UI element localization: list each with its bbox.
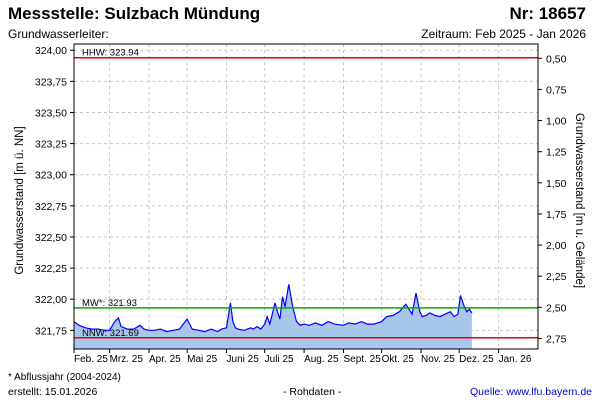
y-tick-label-left: 322,50 — [35, 232, 67, 244]
y-tick-label-right: 1,50 — [546, 178, 567, 190]
x-tick-label: Aug. 25 — [304, 354, 339, 365]
y-tick-label-right: 1,75 — [546, 209, 567, 221]
y-axis-title-left: Grundwasserstand [m ü. NN] — [14, 126, 26, 274]
station-number: Nr: 18657 — [509, 4, 586, 23]
x-tick-label: Okt. 25 — [382, 354, 415, 365]
x-tick-label: Nov. 25 — [421, 354, 455, 365]
x-tick-label: Dez. 25 — [459, 354, 494, 365]
footnote: * Abflussjahr (2004-2024) — [8, 372, 121, 383]
y-tick-label-right: 0,75 — [546, 84, 567, 96]
y-tick-label-right: 2,25 — [546, 271, 567, 283]
x-tick-label: Mrz. 25 — [110, 354, 144, 365]
y-tick-label-left: 324,00 — [35, 45, 67, 57]
x-tick-label: Juni 25 — [227, 354, 260, 365]
y-tick-label-right: 0,50 — [546, 53, 567, 65]
raw-data-note: - Rohdaten - — [283, 386, 342, 398]
y-tick-label-left: 323,75 — [35, 76, 67, 88]
x-tick-label: Apr. 25 — [149, 354, 181, 365]
period-label: Zeitraum: Feb 2025 - Jan 2026 — [421, 27, 586, 41]
x-tick-label: Feb. 25 — [74, 354, 108, 365]
nnw-line-label: NNW: 321.69 — [82, 328, 139, 339]
y-tick-label-left: 323,00 — [35, 170, 67, 182]
plot-area — [74, 44, 538, 349]
y-axis-title-right: Grundwasserstand [m u. Gelände] — [573, 113, 585, 288]
hhw-line-label: HHW: 323.94 — [82, 48, 139, 59]
y-tick-label-left: 322,25 — [35, 263, 67, 275]
x-tick-label: Sept. 25 — [344, 354, 382, 365]
x-tick-label: Mai 25 — [187, 354, 217, 365]
x-tick-label: Jan. 26 — [499, 354, 532, 365]
y-tick-label-right: 2,50 — [546, 302, 567, 314]
y-tick-label-right: 2,00 — [546, 240, 567, 252]
mw-line-label: MW*: 321.93 — [82, 298, 137, 309]
y-tick-label-left: 323,25 — [35, 139, 67, 151]
y-tick-label-left: 323,50 — [35, 107, 67, 119]
y-tick-label-right: 1,25 — [546, 147, 567, 159]
aquifer-label: Grundwasserleiter: — [8, 27, 109, 41]
source-link[interactable]: Quelle: www.lfu.bayern.de — [470, 386, 592, 398]
water-level-area — [74, 284, 472, 349]
y-tick-label-right: 1,00 — [546, 116, 567, 128]
created-date: erstellt: 15.01.2026 — [8, 386, 98, 398]
y-tick-label-right: 2,75 — [546, 333, 567, 345]
y-tick-label-left: 322,00 — [35, 294, 67, 306]
x-tick-label: Juli 25 — [265, 354, 294, 365]
page-title: Messstelle: Sulzbach Mündung — [8, 4, 261, 23]
y-tick-label-left: 322,75 — [35, 201, 67, 213]
y-tick-label-left: 321,75 — [35, 325, 67, 337]
plot-frame — [73, 43, 539, 350]
